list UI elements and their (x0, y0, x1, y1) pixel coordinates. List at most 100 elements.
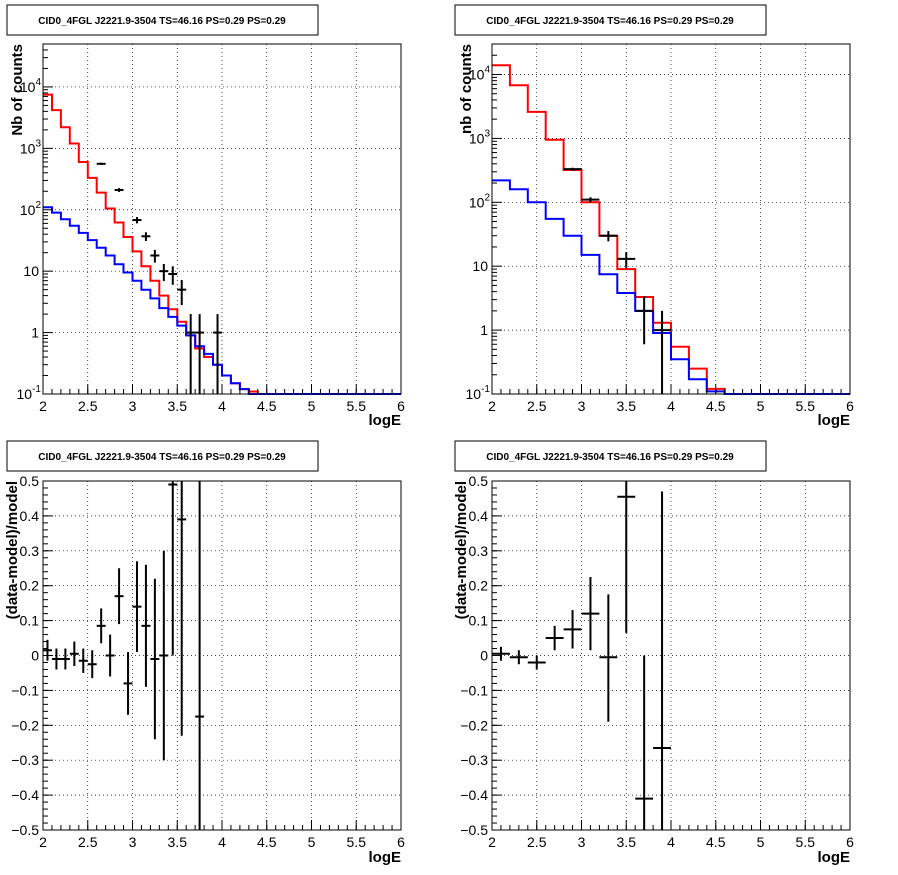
title-box (6, 440, 319, 472)
axes: 2 2.5 3 3.5 4 4.5 5 5.5 6 −0.5 −0.4 −0.3 −0.2 −0.1 0 0.… (11, 473, 405, 850)
histograms (492, 64, 850, 395)
y-tick-label: 10-1 (17, 384, 42, 402)
x-tick-label: 4.5 (257, 398, 277, 414)
x-axis-label: logE (818, 412, 851, 429)
x-tick-label: 2 (39, 398, 47, 414)
x-tick-label: 2.5 (527, 398, 547, 414)
y-tick-label: −0.3 (11, 752, 39, 768)
x-tick-label: 4 (667, 834, 675, 850)
y-tick-label: −0.2 (460, 717, 488, 733)
y-tick-label: −0.1 (11, 682, 39, 698)
data-points (96, 162, 222, 394)
chart-title: CID0_4FGL J2221.9-3504 TS=46.16 PS=0.29 … (486, 16, 734, 27)
x-tick-label: 5 (757, 834, 765, 850)
y-tick-label: −0.4 (460, 787, 488, 803)
grid-lines (43, 44, 401, 394)
x-tick-label: 2.5 (78, 834, 98, 850)
axes: 2 2.5 3 3.5 4 4.5 5 5.5 6 −0.5 −0.4 −0.3 −0.2 −0.1 0 0.… (460, 473, 854, 850)
x-tick-label: 2 (488, 834, 496, 850)
x-tick-label: 5.5 (347, 398, 367, 414)
x-axis-label: logE (818, 849, 851, 866)
x-tick-label: 4.5 (706, 834, 726, 850)
chart-title: CID0_4FGL J2221.9-3504 TS=46.16 PS=0.29 … (38, 16, 286, 27)
y-tick-label: 0.4 (20, 508, 40, 524)
data-points (43, 481, 205, 830)
y-axis-label: (data-model)/model (4, 481, 21, 619)
y-tick-label: 0.2 (469, 578, 489, 594)
x-tick-label: 2 (39, 834, 47, 850)
title-box (454, 440, 767, 472)
y-tick-label: −0.5 (460, 822, 488, 838)
data-points (492, 481, 671, 830)
histograms (43, 93, 401, 395)
y-tick-label: 10 (23, 263, 39, 279)
x-tick-label: 3 (129, 398, 137, 414)
x-tick-label: 6 (397, 398, 405, 414)
model-histogram-blue (492, 179, 850, 395)
y-tick-label: 0.1 (469, 613, 489, 629)
x-tick-label: 3 (129, 834, 137, 850)
x-tick-label: 2.5 (527, 834, 547, 850)
y-tick-label: 0 (480, 648, 488, 664)
data-points (563, 167, 671, 394)
y-tick-label: 0.2 (20, 578, 40, 594)
chart-title: CID0_4FGL J2221.9-3504 TS=46.16 PS=0.29 … (486, 452, 734, 463)
x-tick-label: 5.5 (796, 398, 816, 414)
x-tick-label: 5 (308, 398, 316, 414)
axes: 2 2.5 3 3.5 4 4.5 5 5.5 6 10-1 1 10 102 103 104 (17, 49, 405, 414)
x-tick-label: 4.5 (257, 834, 277, 850)
x-tick-label: 5 (757, 398, 765, 414)
y-tick-label: 0.5 (20, 473, 40, 489)
x-axis-label: logE (369, 412, 402, 429)
x-tick-label: 5.5 (347, 834, 367, 850)
axes: 2 2.5 3 3.5 4 4.5 5 5.5 6 10-1 1 10 102 103 104 (466, 54, 854, 414)
y-tick-label: 102 (469, 192, 491, 210)
y-tick-label: −0.1 (460, 682, 488, 698)
title-box (454, 4, 767, 36)
x-tick-label: 2 (488, 398, 496, 414)
x-tick-label: 2.5 (78, 398, 98, 414)
panel-residuals-left: CID0_4FGL J2221.9-3504 TS=46.16 PS=0.29 … (4, 440, 405, 866)
y-tick-label: −0.3 (460, 752, 488, 768)
y-tick-label: 0.1 (20, 613, 40, 629)
panel-counts-right: CID0_4FGL J2221.9-3504 TS=46.16 PS=0.29 … (454, 4, 854, 429)
y-tick-label: 1 (480, 322, 488, 338)
x-tick-label: 3.5 (168, 834, 188, 850)
x-tick-label: 3.5 (617, 398, 637, 414)
panel-counts-left: CID0_4FGL J2221.9-3504 TS=46.16 PS=0.29 … (6, 4, 405, 429)
y-tick-label: 103 (20, 138, 42, 156)
y-axis-label: Nb of counts (9, 44, 26, 136)
y-tick-label: 1 (31, 325, 39, 341)
x-tick-label: 3 (578, 398, 586, 414)
y-axis-label: nb of counts (458, 44, 475, 134)
y-tick-label: −0.5 (11, 822, 39, 838)
x-tick-label: 4 (218, 398, 226, 414)
y-tick-label: 0.5 (469, 473, 489, 489)
x-tick-label: 5.5 (796, 834, 816, 850)
y-tick-label: 102 (20, 200, 42, 218)
y-tick-label: −0.2 (11, 717, 39, 733)
y-tick-label: 0 (31, 648, 39, 664)
y-tick-label: 103 (469, 128, 491, 146)
y-tick-label: 0.4 (469, 508, 489, 524)
x-tick-label: 4 (218, 834, 226, 850)
x-tick-label: 3.5 (617, 834, 637, 850)
x-tick-label: 3.5 (168, 398, 188, 414)
chart-title: CID0_4FGL J2221.9-3504 TS=46.16 PS=0.29 … (38, 452, 286, 463)
grid-lines (43, 481, 401, 830)
model-histogram-red (492, 64, 850, 395)
x-tick-label: 5 (308, 834, 316, 850)
title-box (6, 4, 319, 36)
model-histogram-blue (43, 206, 401, 395)
y-tick-label: 0.3 (469, 543, 489, 559)
x-tick-label: 6 (846, 398, 854, 414)
y-tick-label: 10 (472, 258, 488, 274)
x-tick-label: 6 (846, 834, 854, 850)
y-tick-label: 104 (20, 77, 42, 95)
x-tick-label: 4.5 (706, 398, 726, 414)
y-axis-label: (data-model)/model (453, 481, 470, 619)
y-tick-label: 10-1 (466, 384, 491, 402)
x-tick-label: 6 (397, 834, 405, 850)
y-tick-label: 104 (469, 64, 491, 82)
